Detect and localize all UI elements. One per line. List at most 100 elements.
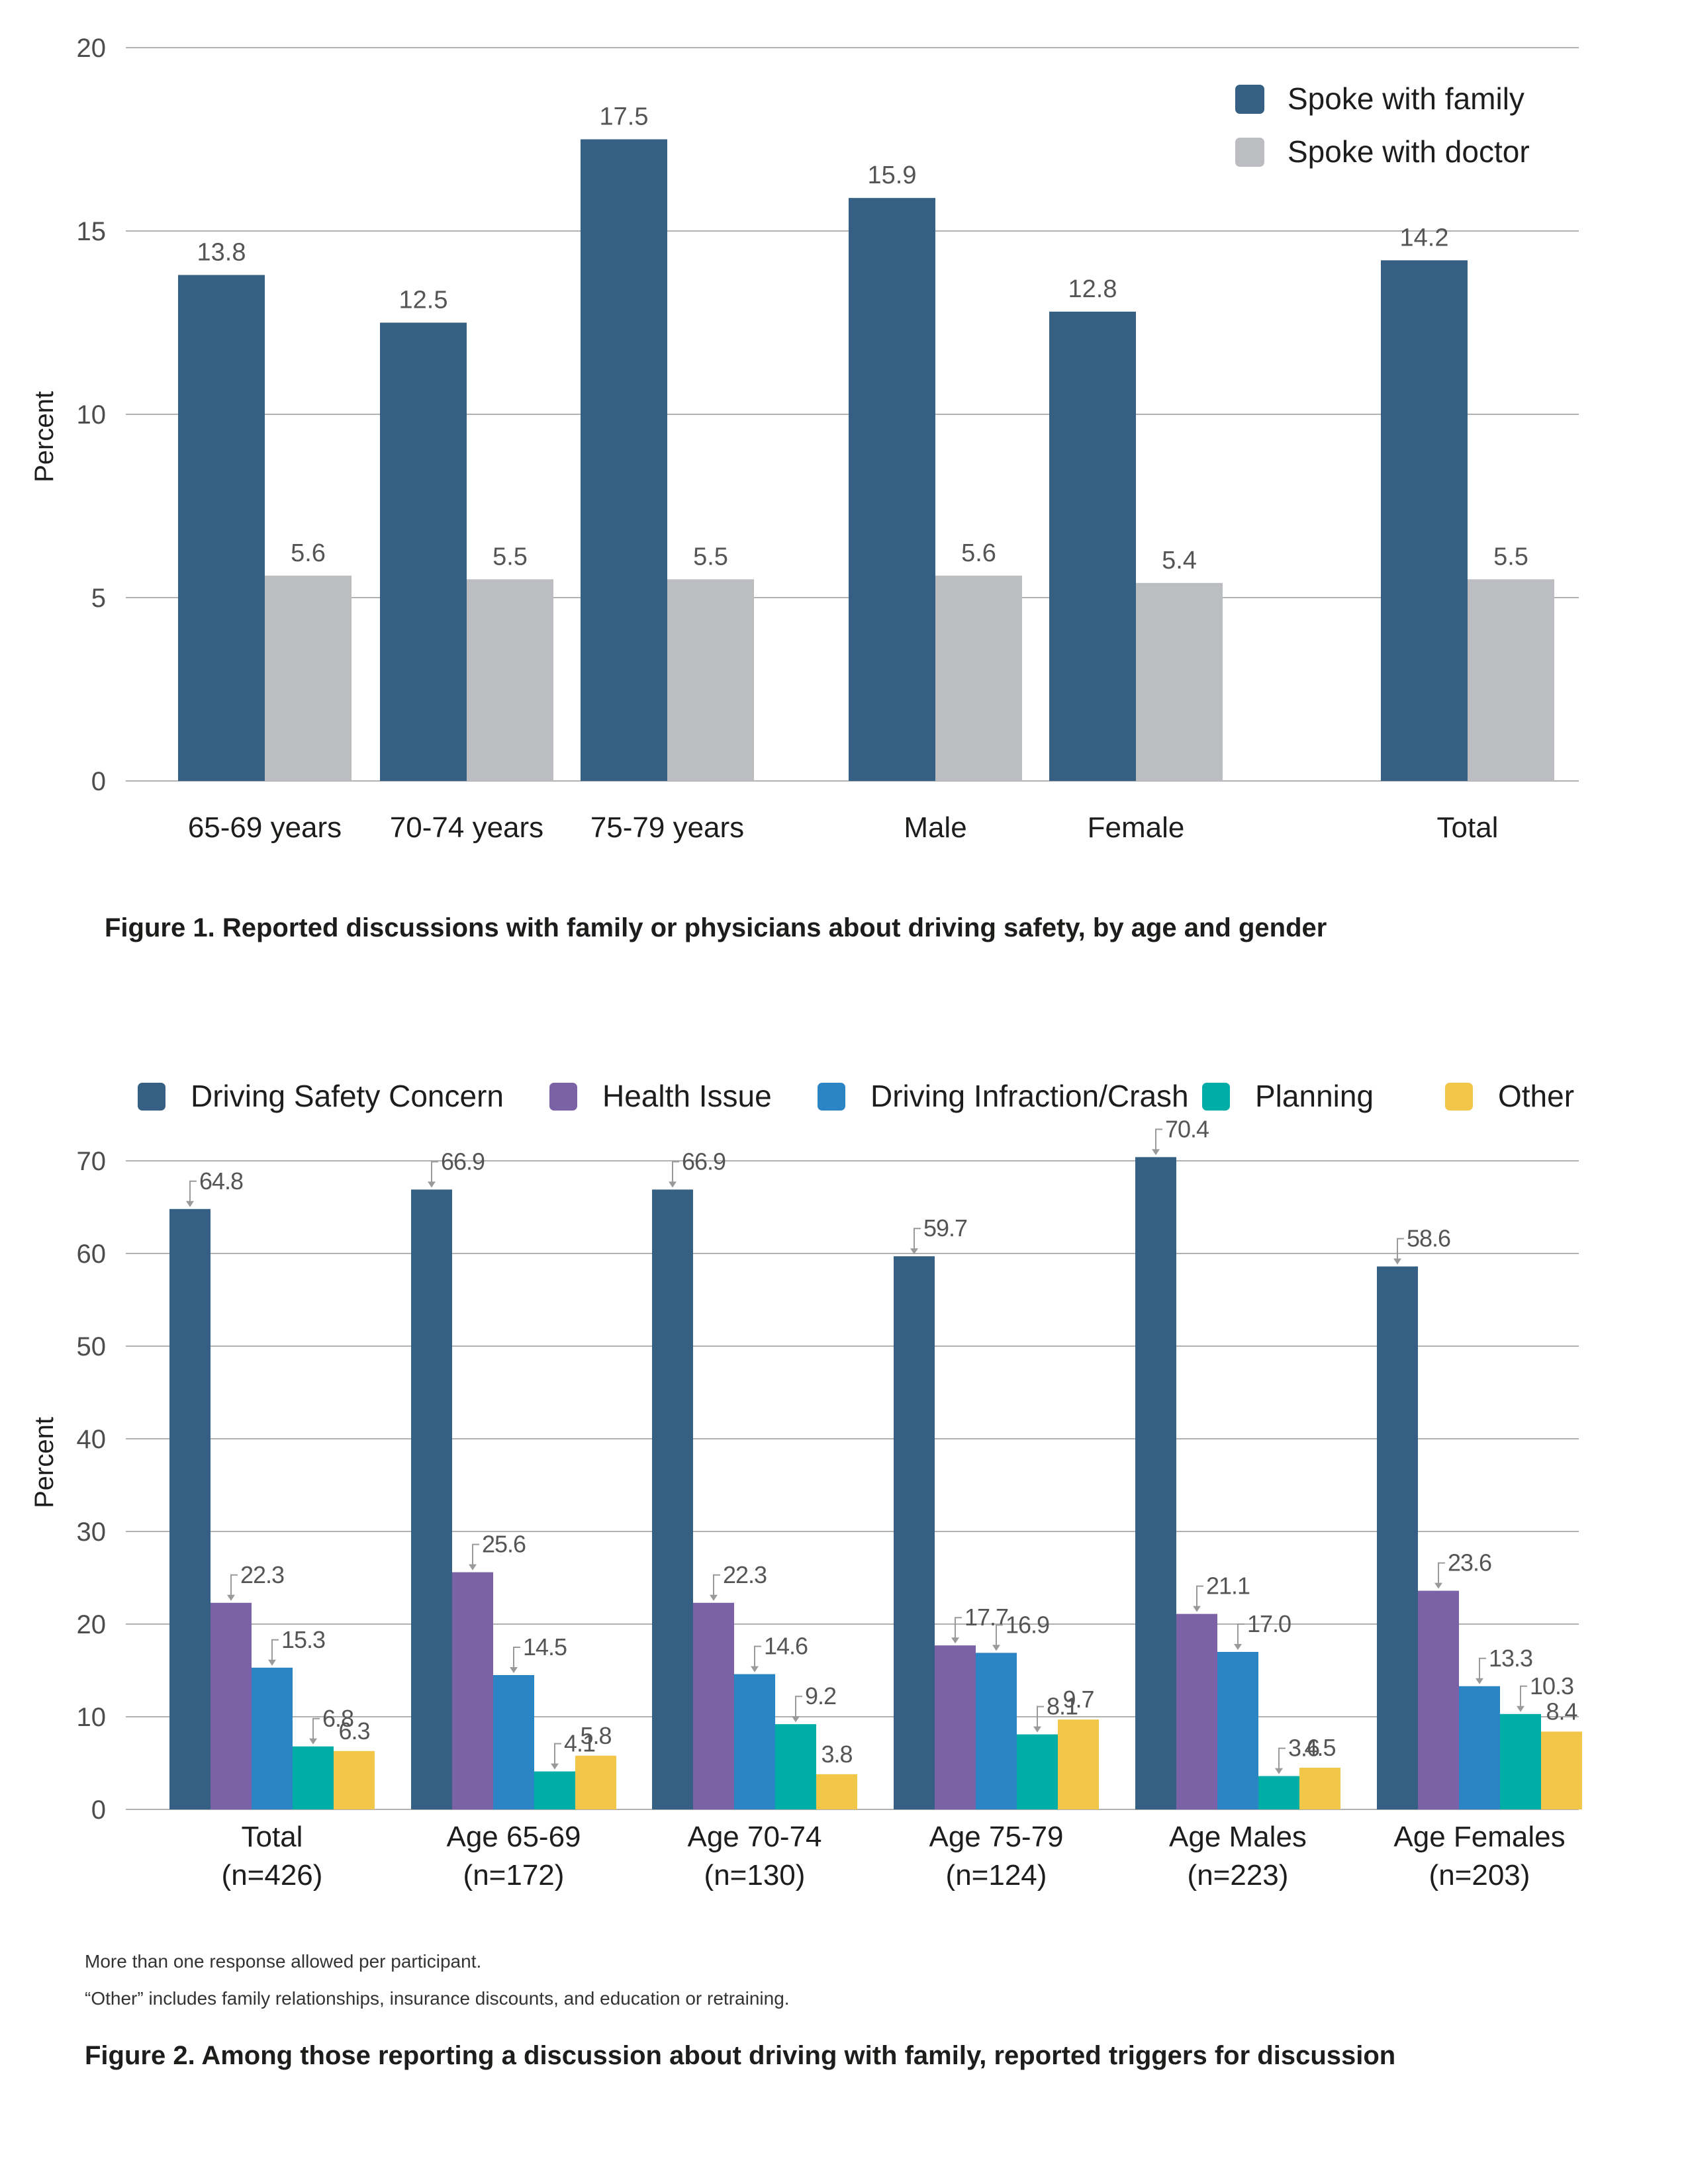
figure2-label-arrow bbox=[469, 1564, 477, 1570]
figure2-label-leader bbox=[1196, 1585, 1203, 1612]
figure1-legend-label: Spoke with doctor bbox=[1288, 134, 1530, 169]
figure2-data-label: 66.9 bbox=[682, 1148, 726, 1175]
figure2-x-tick-sublabel: (n=124) bbox=[946, 1859, 1047, 1891]
figure1-legend-swatch bbox=[1235, 85, 1264, 114]
figure1-data-label: 17.5 bbox=[600, 103, 649, 131]
figure2-x-ticks: Total (n=426) Age 65-69 (n=172) Age 70-74 (n=… bbox=[222, 1821, 1566, 1891]
figure2-label-leader bbox=[312, 1717, 320, 1744]
figure2-y-tick-label: 60 bbox=[77, 1240, 107, 1269]
figure2-data-label: 15.3 bbox=[281, 1626, 325, 1653]
figure1-bar bbox=[935, 575, 1022, 781]
figure2-x-tick-label: Age Males bbox=[1169, 1821, 1307, 1853]
figure2-label-arrow bbox=[186, 1201, 194, 1207]
figure1-data-label: 5.4 bbox=[1162, 547, 1197, 574]
figure1-legend-label: Spoke with family bbox=[1288, 81, 1524, 116]
figure1-data-label: 5.6 bbox=[961, 539, 996, 567]
figure2-bar bbox=[334, 1751, 375, 1809]
figure2-data-label: 13.3 bbox=[1489, 1645, 1532, 1672]
figure2-bar bbox=[1058, 1719, 1099, 1809]
figure2-note-2: “Other” includes family relationships, i… bbox=[85, 1988, 790, 2009]
figure2-data-label: 3.8 bbox=[821, 1741, 852, 1768]
figure1-x-ticks: 65-69 years 70-74 years 75-79 years Male Fem… bbox=[188, 811, 1499, 844]
figure2-label-arrow bbox=[710, 1594, 718, 1601]
figure2-bar bbox=[1418, 1590, 1459, 1809]
figure2-data-label: 17.0 bbox=[1247, 1610, 1291, 1637]
figure2-label-arrow bbox=[910, 1248, 918, 1255]
figure2-label-leader bbox=[1037, 1706, 1044, 1732]
figure2-data-label: 22.3 bbox=[240, 1561, 284, 1588]
figure1-x-tick-label: 75-79 years bbox=[590, 811, 744, 844]
figure2-chart: Driving Safety Concern Health Issue Drivin… bbox=[30, 1079, 1582, 1891]
figure2-bars bbox=[169, 1157, 1582, 1809]
figure2-label-leader bbox=[1438, 1562, 1445, 1588]
figure2-label-leader bbox=[713, 1574, 720, 1600]
figure1-bar bbox=[1468, 579, 1554, 781]
figure2-data-label: 25.6 bbox=[482, 1531, 526, 1558]
figure2-legend-swatch bbox=[818, 1083, 845, 1111]
figure2-label-leader bbox=[271, 1639, 279, 1665]
figure2-bar bbox=[1541, 1731, 1582, 1809]
figure2-label-leader bbox=[472, 1543, 479, 1570]
figure1-bar bbox=[1136, 582, 1223, 781]
figure2-label-leader bbox=[1278, 1747, 1286, 1774]
figure2-x-tick-sublabel: (n=426) bbox=[222, 1859, 323, 1891]
figure2-label-leader bbox=[230, 1574, 238, 1600]
figure2-label-arrow bbox=[551, 1763, 559, 1770]
figure2-data-label: 4.5 bbox=[1304, 1734, 1335, 1761]
figure2-label-leader bbox=[1520, 1685, 1527, 1711]
figure2-bar bbox=[534, 1771, 575, 1809]
figure1-data-label: 5.6 bbox=[291, 539, 326, 567]
figure2-y-tick-label: 20 bbox=[77, 1610, 107, 1639]
figure2-bar bbox=[894, 1256, 935, 1809]
figure2-bar bbox=[1500, 1713, 1541, 1809]
figure2-data-label: 64.8 bbox=[199, 1167, 243, 1195]
figure1-x-tick-label: Total bbox=[1437, 811, 1499, 844]
figure1-legend-swatch bbox=[1235, 138, 1264, 167]
figure2-label-arrow bbox=[1517, 1706, 1524, 1712]
figure2-y-tick-label: 70 bbox=[77, 1147, 107, 1176]
figure2-data-labels: 64.8 22.3 15.3 6.86.3 66.9 25.6 14.5 4.15.8 66.9… bbox=[186, 1115, 1578, 1774]
figure2-data-label: 8.4 bbox=[1546, 1698, 1577, 1725]
figure2-data-label: 23.6 bbox=[1448, 1549, 1491, 1576]
figure2-data-label: 10.3 bbox=[1530, 1672, 1573, 1700]
figure2-data-label: 70.4 bbox=[1165, 1115, 1209, 1142]
figure2-label-leader bbox=[1479, 1657, 1486, 1684]
figure2-label-leader bbox=[431, 1161, 438, 1187]
figure2-label-arrow bbox=[1275, 1768, 1283, 1774]
figure2-bar bbox=[293, 1746, 334, 1809]
figure2-bar bbox=[411, 1189, 452, 1809]
figure2-x-tick-label: Age 75-79 bbox=[929, 1821, 1063, 1853]
figure2-label-arrow bbox=[1033, 1726, 1041, 1733]
figure2-label-leader bbox=[955, 1617, 962, 1643]
figure2-bar bbox=[493, 1675, 534, 1809]
figure2-label-leader bbox=[754, 1645, 761, 1672]
figure1-y-tick-label: 20 bbox=[77, 34, 107, 63]
figure2-data-label: 3.6 bbox=[1288, 1735, 1319, 1762]
figure1-data-label: 12.5 bbox=[399, 287, 448, 314]
figure2-x-tick-sublabel: (n=203) bbox=[1429, 1859, 1530, 1891]
figure2-bar bbox=[693, 1602, 734, 1809]
figure2-label-arrow bbox=[1152, 1149, 1160, 1156]
figure2-data-label: 58.6 bbox=[1407, 1225, 1450, 1252]
figure1-data-label: 14.2 bbox=[1400, 224, 1449, 251]
figure2-label-arrow bbox=[1193, 1606, 1201, 1612]
figure2-label-arrow bbox=[1434, 1582, 1442, 1589]
figure2-label-leader bbox=[914, 1228, 921, 1254]
figure2-data-label: 5.8 bbox=[580, 1722, 611, 1749]
figure1-y-axis-label: Percent bbox=[30, 391, 59, 482]
figure2-bar bbox=[1299, 1768, 1340, 1809]
figure2-data-label: 4.1 bbox=[564, 1730, 595, 1757]
figure2-data-label: 22.3 bbox=[723, 1561, 767, 1588]
figure1-bar bbox=[667, 579, 754, 781]
figure1-x-tick-label: Male bbox=[904, 811, 966, 844]
figure1-data-label: 12.8 bbox=[1068, 275, 1117, 303]
figure1-bar bbox=[380, 322, 467, 781]
figure2-data-label: 14.5 bbox=[523, 1633, 567, 1661]
figure2-label-arrow bbox=[992, 1645, 1000, 1651]
figure2-label-leader bbox=[996, 1624, 1003, 1651]
figure2-data-label: 17.7 bbox=[964, 1604, 1008, 1631]
figure1-caption: Figure 1. Reported discussions with fami… bbox=[105, 913, 1327, 942]
figure1-x-tick-label: 70-74 years bbox=[390, 811, 543, 844]
figure1-data-label: 15.9 bbox=[868, 161, 917, 189]
figure2-label-leader bbox=[1237, 1623, 1244, 1649]
